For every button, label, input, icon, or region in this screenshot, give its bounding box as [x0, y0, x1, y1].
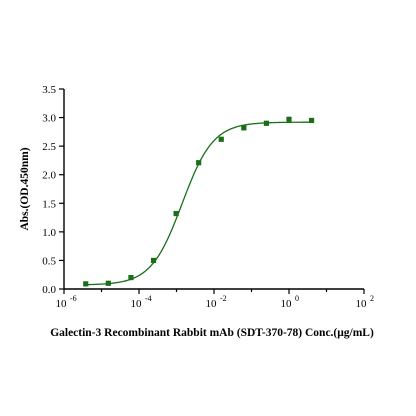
- x-tick-exponent: -6: [70, 294, 77, 303]
- x-tick-exponent: -4: [145, 294, 152, 303]
- data-point: [196, 160, 202, 166]
- fit-line: [85, 121, 312, 286]
- data-point: [241, 125, 247, 131]
- data-point: [263, 120, 270, 126]
- x-tick-exponent: -2: [220, 294, 227, 303]
- y-tick-label: 3.5: [42, 84, 56, 96]
- x-tick-label: 10: [281, 298, 293, 310]
- data-point: [105, 280, 111, 286]
- y-tick-label: 0.0: [42, 284, 56, 296]
- x-axis-label: Galectin-3 Recombinant Rabbit mAb (SDT-3…: [50, 327, 374, 339]
- x-tick-label: 10: [356, 298, 368, 310]
- y-tick-label: 1.0: [42, 227, 56, 239]
- y-tick-label: 2.0: [42, 170, 56, 182]
- x-tick-label: 10: [56, 298, 68, 310]
- data-point: [218, 136, 224, 142]
- y-tick-label: 0.5: [42, 255, 56, 267]
- x-tick-exponent: 2: [370, 294, 374, 303]
- y-tick-label: 2.5: [42, 141, 56, 153]
- x-tick-exponent: 0: [295, 294, 299, 303]
- y-tick-label: 1.5: [42, 198, 56, 210]
- x-tick-label: 10: [206, 298, 218, 310]
- data-point: [173, 210, 179, 217]
- data-point: [83, 281, 89, 287]
- data-point: [150, 257, 157, 264]
- x-tick-label: 10: [131, 298, 143, 310]
- fit-curve: [85, 121, 312, 286]
- data-points: [83, 116, 315, 287]
- y-tick-label: 3.0: [42, 113, 56, 125]
- axes: 0.00.51.01.52.02.53.03.510 -6 10 -4 10 -2 10 0 1…: [42, 84, 374, 310]
- y-axis-label: Abs.(OD.450nm): [19, 147, 31, 230]
- data-point: [128, 274, 134, 281]
- data-point: [308, 117, 315, 124]
- data-point: [286, 116, 292, 122]
